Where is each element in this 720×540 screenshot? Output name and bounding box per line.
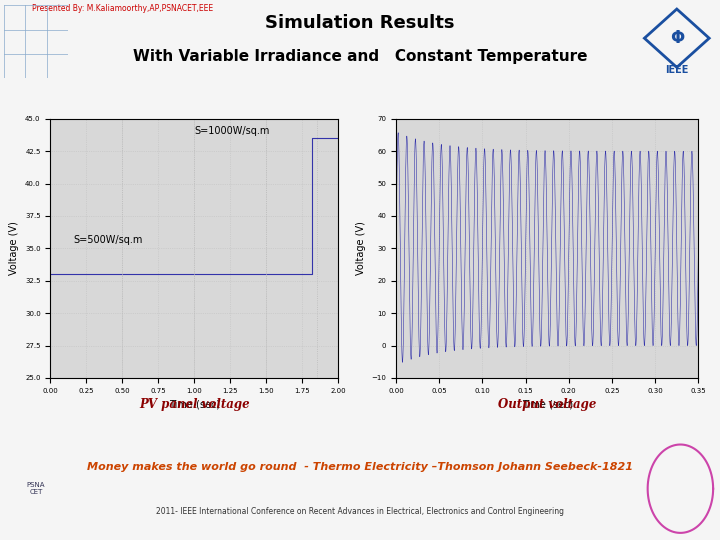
Text: Φ: Φ: [670, 29, 684, 47]
Y-axis label: Voltage (V): Voltage (V): [356, 221, 366, 275]
Text: Simulation Results: Simulation Results: [265, 14, 455, 32]
Text: PV panel voltage: PV panel voltage: [139, 397, 250, 411]
Text: With Variable Irradiance and   Constant Temperature: With Variable Irradiance and Constant Te…: [132, 49, 588, 64]
Text: S=1000W/sq.m: S=1000W/sq.m: [194, 126, 270, 137]
Text: IEEE: IEEE: [665, 65, 688, 75]
Text: Output voltage: Output voltage: [498, 397, 596, 411]
Text: PSNA
CET: PSNA CET: [27, 482, 45, 495]
Text: Money makes the world go round  - Thermo Electricity –Thomson Johann Seebeck-182: Money makes the world go round - Thermo …: [87, 462, 633, 472]
X-axis label: Time (sec): Time (sec): [521, 399, 573, 409]
Y-axis label: Voltage (V): Voltage (V): [9, 221, 19, 275]
Text: Presented By: M.Kaliamoorthy,AP,PSNACET,EEE: Presented By: M.Kaliamoorthy,AP,PSNACET,…: [32, 4, 213, 13]
X-axis label: Time (sec): Time (sec): [168, 399, 220, 409]
Text: S=500W/sq.m: S=500W/sq.m: [73, 235, 143, 245]
Text: 2011- IEEE International Conference on Recent Advances in Electrical, Electronic: 2011- IEEE International Conference on R…: [156, 507, 564, 516]
